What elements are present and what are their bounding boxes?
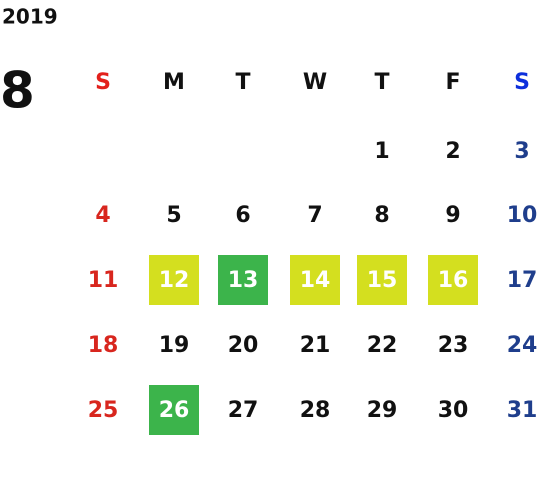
day-number: 4 <box>95 203 110 228</box>
day-highlight <box>357 255 407 305</box>
day-number: 14 <box>300 268 331 293</box>
day-number: 31 <box>507 398 538 423</box>
weekday-label: T <box>235 70 250 95</box>
day-number: 30 <box>438 398 469 423</box>
day-number: 11 <box>88 268 119 293</box>
day-number: 15 <box>367 268 398 293</box>
day-number: 9 <box>445 203 460 228</box>
day-highlight <box>290 255 340 305</box>
day-highlight <box>218 255 268 305</box>
day-number: 23 <box>438 333 469 358</box>
weekday-label: S <box>514 70 530 95</box>
day-number: 24 <box>507 333 538 358</box>
weekday-label: S <box>95 70 111 95</box>
day-number: 29 <box>367 398 398 423</box>
day-number: 25 <box>88 398 119 423</box>
weekday-label: M <box>163 70 185 95</box>
day-number: 7 <box>307 203 322 228</box>
day-number: 27 <box>228 398 259 423</box>
year: 2019 <box>2 5 58 29</box>
day-number: 21 <box>300 333 331 358</box>
day-number: 6 <box>235 203 250 228</box>
day-number: 1 <box>374 139 389 164</box>
day-number: 3 <box>514 139 529 164</box>
day-number: 26 <box>159 398 190 423</box>
day-highlight <box>149 385 199 435</box>
day-number: 16 <box>438 268 469 293</box>
weekday-label: W <box>303 70 327 95</box>
day-number: 8 <box>374 203 389 228</box>
weekday-label: F <box>445 70 460 95</box>
day-number: 22 <box>367 333 398 358</box>
month: 8 <box>0 62 35 120</box>
day-highlight <box>428 255 478 305</box>
day-number: 2 <box>445 139 460 164</box>
weekday-label: T <box>374 70 389 95</box>
day-number: 19 <box>159 333 190 358</box>
day-number: 28 <box>300 398 331 423</box>
day-number: 5 <box>166 203 181 228</box>
day-number: 13 <box>228 268 259 293</box>
day-number: 12 <box>159 268 190 293</box>
day-number: 18 <box>88 333 119 358</box>
day-highlight <box>149 255 199 305</box>
day-number: 20 <box>228 333 259 358</box>
day-number: 17 <box>507 268 538 293</box>
day-number: 10 <box>507 203 538 228</box>
